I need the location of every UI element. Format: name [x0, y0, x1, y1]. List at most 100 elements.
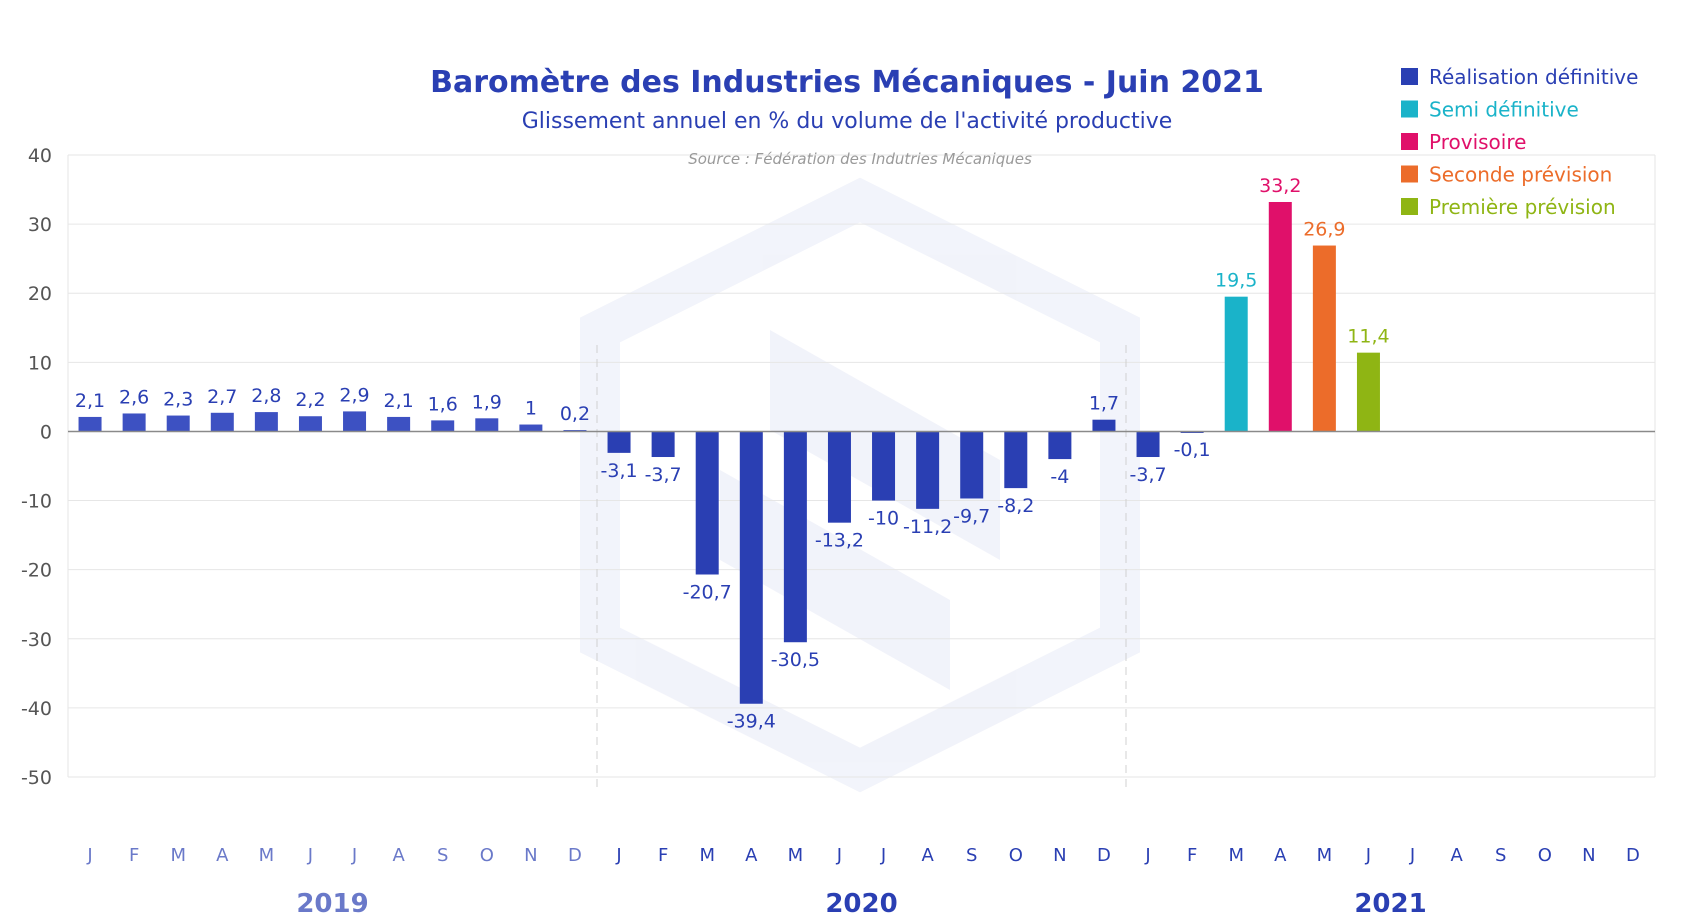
bar	[739, 431, 763, 704]
x-tick-label: F	[1187, 845, 1197, 866]
x-tick-label: A	[1274, 845, 1287, 866]
x-tick-label: J	[615, 845, 621, 866]
legend-label: Première prévision	[1429, 195, 1616, 219]
x-tick-label: N	[524, 845, 537, 866]
data-label: -4	[1050, 466, 1069, 488]
bar	[475, 418, 499, 432]
legend-swatch	[1401, 165, 1418, 183]
bar	[210, 412, 234, 432]
y-tick-label: -30	[21, 629, 52, 651]
bar	[916, 431, 940, 509]
legend-swatch	[1401, 133, 1418, 150]
data-label: 1,6	[428, 393, 458, 415]
data-label: 33,2	[1259, 175, 1301, 197]
bar	[827, 431, 851, 523]
x-tick-label: M	[1228, 845, 1244, 866]
bar	[343, 411, 367, 432]
bar	[387, 416, 411, 432]
bar	[1136, 431, 1160, 458]
x-tick-label: M	[1317, 845, 1333, 866]
data-label: -8,2	[997, 495, 1034, 517]
chart-title: Baromètre des Industries Mécaniques - Ju…	[430, 65, 1264, 100]
x-tick-label: M	[170, 845, 186, 866]
x-tick-label: J	[1144, 845, 1150, 866]
x-tick-label: J	[880, 845, 886, 866]
data-label: -39,4	[727, 711, 776, 733]
legend: Réalisation définitive Semi définitive Pro…	[1401, 65, 1638, 219]
legend-swatch	[1401, 68, 1418, 85]
data-label: 1	[525, 398, 537, 420]
bar	[1312, 245, 1336, 432]
data-label: 2,2	[295, 389, 325, 411]
y-tick-label: -40	[21, 698, 52, 720]
y-axis-ticks: 40 30 20 10 0 -10 -20 -30 -40 -50	[21, 145, 52, 789]
x-tick-label: A	[745, 845, 758, 866]
legend-swatch	[1401, 198, 1418, 215]
x-tick-label: J	[86, 845, 92, 866]
legend-label: Réalisation définitive	[1429, 65, 1638, 89]
x-tick-label: J	[351, 845, 357, 866]
bar	[166, 415, 190, 432]
bar	[1224, 296, 1248, 432]
x-tick-label: A	[921, 845, 934, 866]
x-tick-label: A	[392, 845, 405, 866]
bar	[298, 416, 322, 432]
bar	[78, 416, 102, 432]
data-label: 1,9	[472, 391, 502, 413]
x-tick-label: S	[437, 845, 448, 866]
data-label: -13,2	[815, 530, 864, 552]
bar	[519, 424, 543, 432]
chart-subtitle: Glissement annuel en % du volume de l'ac…	[522, 109, 1173, 134]
legend-label: Seconde prévision	[1429, 163, 1612, 187]
x-tick-label: M	[788, 845, 804, 866]
y-tick-label: 0	[40, 421, 52, 443]
legend-label: Provisoire	[1429, 130, 1526, 154]
x-tick-label: O	[1538, 845, 1552, 866]
bars-group	[78, 201, 1380, 704]
data-label: 2,1	[384, 390, 414, 412]
y-tick-label: -20	[21, 560, 52, 582]
y-tick-label: -10	[21, 491, 52, 513]
x-tick-label: D	[568, 845, 582, 866]
x-tick-label: N	[1053, 845, 1066, 866]
y-tick-label: 40	[28, 145, 52, 167]
data-label: 2,7	[207, 386, 237, 408]
data-label: 19,5	[1215, 270, 1257, 292]
x-tick-label: M	[699, 845, 715, 866]
data-label: 2,9	[339, 384, 369, 406]
bar	[695, 431, 719, 575]
bar	[1268, 201, 1292, 432]
year-label: 2021	[1354, 889, 1426, 919]
year-label: 2019	[296, 889, 368, 919]
data-label: 26,9	[1303, 219, 1345, 241]
y-tick-label: 20	[28, 283, 52, 305]
bar	[122, 413, 146, 432]
gridlines	[67, 154, 1656, 778]
bar	[872, 431, 896, 501]
bar	[607, 431, 631, 453]
data-label: -30,5	[771, 649, 820, 671]
y-tick-label: 30	[28, 214, 52, 236]
x-tick-label: J	[1409, 845, 1415, 866]
data-label: -3,7	[645, 464, 682, 486]
data-label: 2,6	[119, 386, 149, 408]
data-label: -20,7	[683, 582, 732, 604]
bar	[1004, 431, 1028, 489]
x-tick-label: O	[1009, 845, 1023, 866]
x-tick-label: J	[307, 845, 313, 866]
x-tick-label: D	[1097, 845, 1111, 866]
legend-label: Semi définitive	[1429, 98, 1579, 122]
bar	[431, 420, 455, 432]
year-label: 2020	[825, 889, 897, 919]
data-label: -11,2	[903, 516, 952, 538]
year-dividers	[596, 345, 1127, 787]
bar	[254, 412, 278, 432]
data-label: -0,1	[1174, 439, 1211, 461]
data-label: -3,7	[1130, 464, 1167, 486]
data-label: -10	[868, 508, 899, 530]
x-tick-label: J	[1365, 845, 1371, 866]
x-tick-label: S	[1495, 845, 1506, 866]
y-tick-label: -50	[21, 767, 52, 789]
